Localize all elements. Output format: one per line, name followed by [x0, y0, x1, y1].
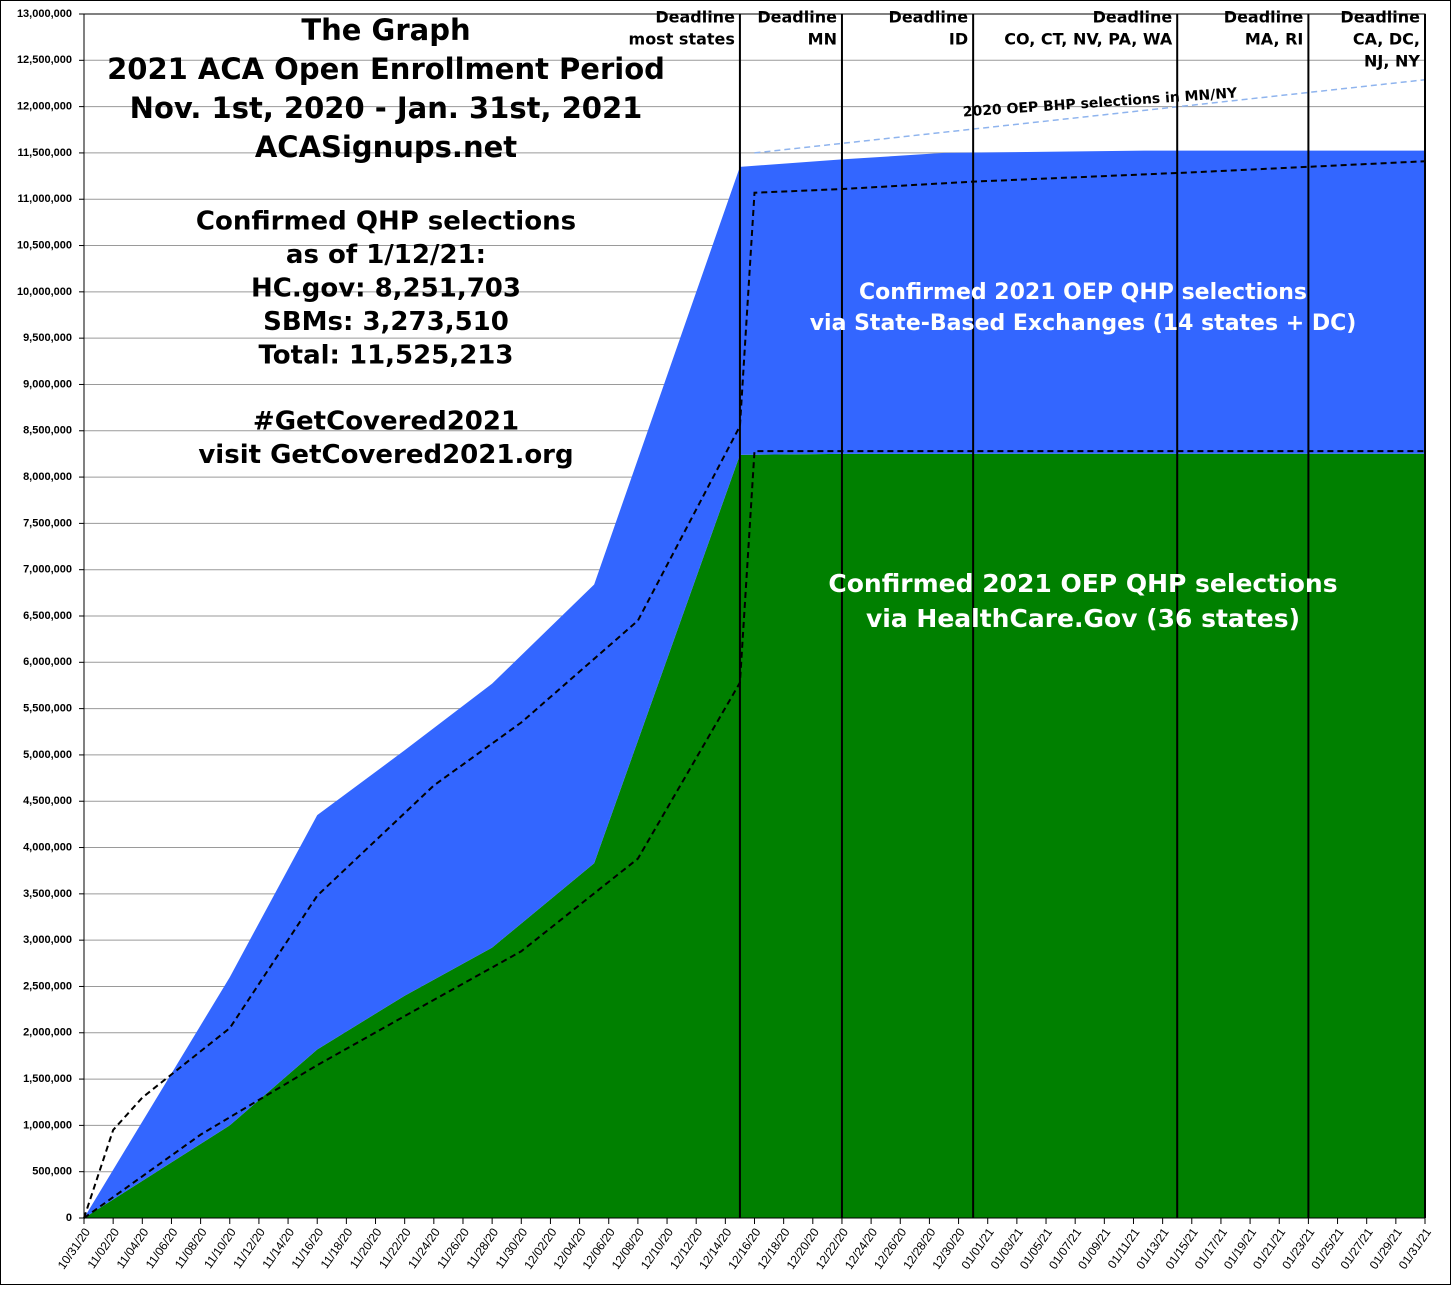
note: visit GetCovered2021.org [198, 440, 573, 470]
y-tick-label: 7,500,000 [23, 517, 72, 529]
deadline-label: Deadline [889, 8, 969, 27]
y-tick-label: 10,500,000 [17, 239, 72, 251]
area-label: via HealthCare.Gov (36 states) [866, 604, 1300, 633]
y-tick-label: 6,000,000 [23, 656, 72, 668]
deadline-label: ID [949, 30, 968, 49]
area-label: via State-Based Exchanges (14 states + D… [810, 311, 1357, 336]
y-tick-label: 5,000,000 [23, 749, 72, 761]
chart-title: ACASignups.net [255, 130, 517, 164]
y-tick-label: 4,000,000 [23, 841, 72, 853]
y-tick-label: 8,500,000 [23, 425, 72, 437]
y-tick-label: 10,000,000 [17, 286, 72, 298]
note: Total: 11,525,213 [259, 341, 514, 371]
note: HC.gov: 8,251,703 [251, 274, 521, 304]
y-tick-label: 9,000,000 [23, 378, 72, 390]
y-tick-label: 12,500,000 [17, 54, 72, 66]
deadline-label: MN [808, 30, 837, 49]
y-tick-label: 9,500,000 [23, 332, 72, 344]
deadline-label: Deadline [1093, 8, 1173, 27]
y-tick-label: 1,500,000 [23, 1073, 72, 1085]
y-tick-label: 2,500,000 [23, 980, 72, 992]
y-tick-label: 11,500,000 [18, 147, 72, 159]
y-tick-label: 6,500,000 [23, 610, 72, 622]
deadline-label: Deadline [1224, 8, 1304, 27]
deadline-label: Deadline [1340, 8, 1420, 27]
y-tick-label: 3,000,000 [23, 934, 72, 946]
note: as of 1/12/21: [286, 240, 486, 270]
area-label: Confirmed 2021 OEP QHP selections [859, 280, 1307, 305]
y-tick-label: 500,000 [32, 1166, 72, 1178]
y-tick-label: 2,000,000 [23, 1027, 72, 1039]
note: #GetCovered2021 [253, 407, 519, 437]
area-label: Confirmed 2021 OEP QHP selections [828, 569, 1337, 598]
area [84, 150, 1425, 1218]
deadline-label: NJ, NY [1364, 52, 1420, 71]
y-tick-label: 11,000,000 [18, 193, 72, 205]
dashed-line [83, 160, 1426, 1219]
y-tick-label: 0 [66, 1212, 72, 1224]
y-tick-label: 13,000,000 [17, 8, 72, 20]
chart-title: The Graph [301, 13, 470, 47]
area [84, 453, 1425, 1218]
dashed-line [83, 450, 1425, 1219]
dashed-line [754, 79, 1426, 154]
deadline-label: CO, CT, NV, PA, WA [1004, 30, 1173, 49]
y-tick-label: 3,500,000 [23, 888, 72, 900]
y-tick-label: 1,000,000 [23, 1119, 72, 1131]
y-tick-label: 5,500,000 [23, 703, 72, 715]
note: SBMs: 3,273,510 [263, 307, 509, 337]
chart-title: Nov. 1st, 2020 - Jan. 31st, 2021 [130, 91, 643, 125]
y-tick-label: 4,500,000 [23, 795, 72, 807]
y-tick-label: 12,000,000 [17, 101, 72, 113]
plot-frame [83, 13, 1426, 1219]
y-tick-label: 8,000,000 [23, 471, 72, 483]
deadline-label: Deadline [757, 8, 837, 27]
deadline-label: MA, RI [1245, 30, 1304, 49]
note: Confirmed QHP selections [196, 207, 576, 237]
y-tick-label: 7,000,000 [23, 564, 72, 576]
chart-title: 2021 ACA Open Enrollment Period [107, 52, 665, 86]
deadline-label: CA, DC, [1353, 30, 1420, 49]
deadline-label: Deadline [655, 8, 735, 27]
deadline-label: most states [629, 30, 735, 49]
